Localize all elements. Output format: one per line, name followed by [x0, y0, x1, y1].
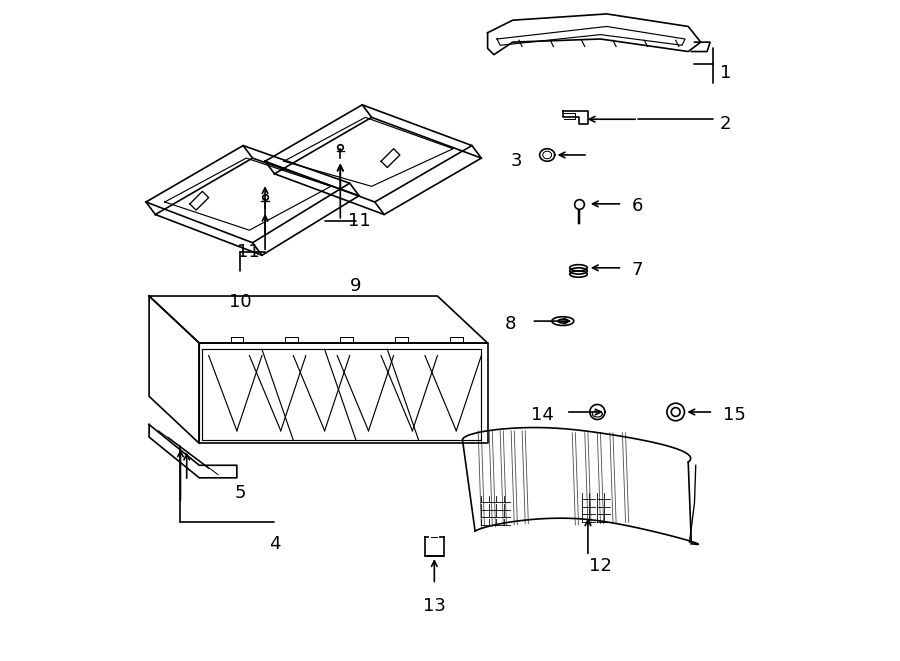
- Text: 2: 2: [720, 114, 731, 133]
- Text: 3: 3: [510, 152, 522, 171]
- Text: 11: 11: [237, 243, 259, 261]
- Text: 11: 11: [347, 212, 371, 230]
- Text: 10: 10: [229, 293, 251, 311]
- Text: 9: 9: [350, 277, 362, 295]
- Text: 12: 12: [589, 557, 612, 574]
- Text: 4: 4: [269, 535, 280, 553]
- Text: 7: 7: [632, 261, 644, 280]
- Text: 13: 13: [423, 598, 446, 615]
- Text: 8: 8: [504, 315, 516, 333]
- Text: 15: 15: [723, 406, 745, 424]
- Text: 5: 5: [234, 485, 246, 502]
- Text: 1: 1: [720, 65, 731, 83]
- Text: 14: 14: [531, 406, 554, 424]
- Text: 6: 6: [632, 198, 644, 215]
